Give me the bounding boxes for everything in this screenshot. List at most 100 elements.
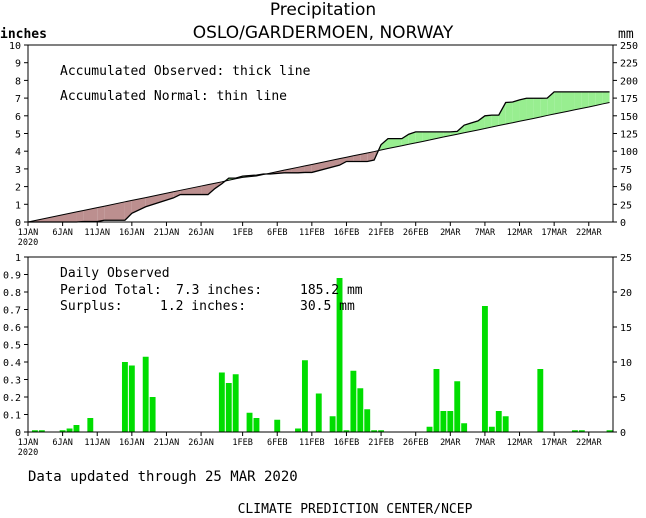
- period-total-label: Period Total:: [60, 283, 162, 298]
- surplus-area: [533, 98, 541, 119]
- surplus-area: [478, 115, 485, 130]
- surplus-area: [464, 123, 472, 133]
- x-tick-label: 21JAN: [154, 228, 180, 238]
- y-right-tick-label: 25: [620, 200, 632, 211]
- daily-bar: [121, 362, 128, 432]
- x-tick-label: 2MAR: [440, 228, 461, 238]
- x-tick-label: 21JAN: [154, 438, 180, 448]
- x-tick-label: 16JAN: [119, 228, 145, 238]
- y-right-tick-label: 0: [620, 218, 626, 229]
- data-updated-note: Data updated through 25 MAR 2020: [28, 469, 298, 485]
- daily-bar: [232, 374, 239, 432]
- deficit-area: [97, 206, 105, 222]
- x-tick-label: 1FEB: [232, 438, 252, 448]
- x-axis: 1JAN 6JAN 11JAN 16JAN 21JAN 26JAN 1FEB 6FEB 11FE…: [18, 432, 602, 458]
- x-tick-label: 11JAN: [84, 438, 110, 448]
- y-left-tick-label: 1: [15, 200, 21, 211]
- surplus-area: [381, 138, 388, 150]
- daily-chart: 0 0.1 0.2 0.3 0.4 0.5 0.6 0.7 0.8 0.9 1 0 5 10 15 20 25…: [3, 253, 632, 458]
- x-tick-label: 7MAR: [475, 438, 496, 448]
- daily-bar: [350, 370, 357, 432]
- y-right-tick-label: 50: [620, 183, 632, 194]
- y-axis-left: 0 0.1 0.2 0.3 0.4 0.5 0.6 0.7 0.8 0.9 1: [3, 253, 28, 439]
- x-tick-label: 16FEB: [334, 438, 360, 448]
- chart-title: Precipitation: [270, 0, 376, 20]
- period-total-mm: 185.2 mm: [300, 283, 363, 298]
- daily-bar: [495, 411, 502, 432]
- deficit-area: [201, 184, 208, 195]
- y-right-tick-label: 225: [620, 59, 638, 70]
- deficit-area: [304, 164, 312, 173]
- y-left-tick-label: 10: [9, 41, 21, 52]
- deficit-area: [124, 200, 132, 221]
- daily-bar: [357, 388, 364, 432]
- surplus-deficit-areas: [28, 91, 610, 222]
- accumulated-normal-line: [27, 102, 610, 223]
- x-tick-label: 11JAN: [84, 228, 110, 238]
- y-left-tick-label: 0.1: [3, 411, 21, 422]
- deficit-area: [145, 191, 174, 207]
- deficit-area: [76, 210, 84, 222]
- y-axis-left: 0 1 2 3 4 5 6 7 8 9 10: [9, 41, 28, 229]
- surplus-area: [540, 98, 548, 118]
- y-right-tick-label: 10: [620, 358, 632, 369]
- daily-bar: [315, 393, 322, 432]
- daily-bar: [440, 411, 447, 432]
- daily-bar: [225, 383, 232, 432]
- y-left-tick-label: 0.3: [3, 376, 21, 387]
- y-right-tick-label: 0: [620, 428, 626, 439]
- y-axis-right: 0 5 10 15 20 25: [613, 253, 632, 439]
- surplus-area: [415, 131, 423, 143]
- x-tick-label: 6FEB: [267, 228, 287, 238]
- deficit-area: [104, 201, 125, 221]
- surplus-area: [526, 98, 534, 120]
- x-tick-label: 22MAR: [576, 438, 602, 448]
- x-tick-label: 17MAR: [541, 438, 567, 448]
- daily-bar: [578, 430, 585, 432]
- surplus-area: [554, 91, 562, 115]
- surplus-area: [602, 91, 610, 104]
- surplus-area: [422, 131, 430, 142]
- daily-bar: [426, 426, 433, 432]
- surplus-area: [588, 91, 596, 107]
- surplus-area: [450, 131, 458, 136]
- surplus-area: [471, 120, 478, 132]
- x-year-label: 2020: [18, 448, 38, 458]
- surplus-area: [505, 101, 513, 125]
- daily-bar: [59, 430, 66, 432]
- x-tick-label: 11FEB: [299, 438, 325, 448]
- daily-bar: [128, 365, 135, 432]
- x-tick-label: 17MAR: [541, 228, 567, 238]
- daily-bar: [274, 419, 281, 432]
- y-left-tick-label: 0.9: [3, 271, 21, 282]
- y-left-tick-label: 1: [15, 253, 21, 264]
- daily-bar: [336, 278, 343, 432]
- y-axis-right-unit: mm: [618, 27, 634, 42]
- x-tick-label: 16JAN: [119, 438, 145, 448]
- x-tick-label: 26JAN: [188, 438, 214, 448]
- daily-bar: [488, 426, 495, 432]
- y-left-tick-label: 6: [15, 112, 21, 123]
- y-right-tick-label: 25: [620, 253, 632, 264]
- daily-bar: [461, 423, 468, 432]
- daily-bar: [606, 430, 613, 432]
- daily-bar: [447, 411, 454, 432]
- daily-bar: [571, 430, 578, 432]
- deficit-area: [284, 168, 292, 173]
- x-tick-label: 1FEB: [232, 228, 252, 238]
- surplus-area: [429, 131, 437, 141]
- x-tick-label: 26FEB: [403, 438, 429, 448]
- credit-line: CLIMATE PREDICTION CENTER/NCEP: [238, 502, 473, 517]
- daily-bar: [481, 306, 488, 432]
- daily-title: Daily Observed: [60, 266, 170, 281]
- y-left-tick-label: 0.4: [3, 358, 21, 369]
- chart-subtitle: OSLO/GARDERMOEN, NORWAY: [193, 23, 454, 43]
- surplus-area: [408, 131, 416, 145]
- daily-bar: [378, 430, 385, 432]
- daily-bar: [149, 397, 156, 432]
- daily-bar: [295, 428, 301, 432]
- x-tick-label: 22MAR: [576, 228, 602, 238]
- surplus-area: [519, 98, 527, 122]
- y-right-tick-label: 250: [620, 41, 638, 52]
